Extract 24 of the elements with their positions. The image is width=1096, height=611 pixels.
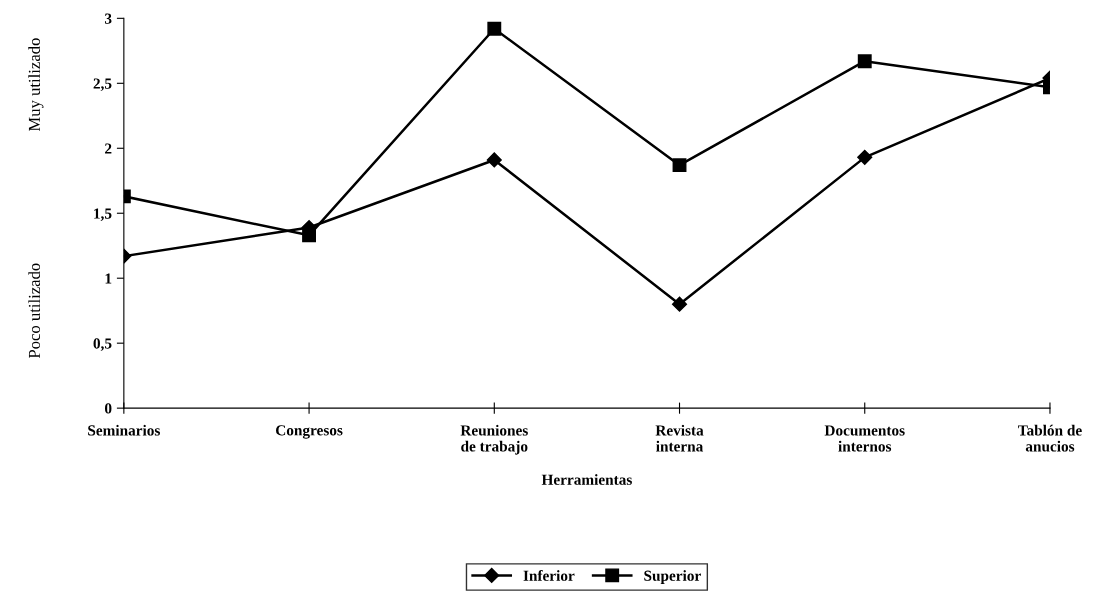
x-tick-label: Documentos internos: [824, 425, 905, 452]
point: [671, 296, 688, 312]
point: [487, 21, 502, 36]
x-tick-label: Seminarios: [88, 424, 160, 436]
y-tick-label: 2,5: [93, 78, 112, 91]
x-tick-label: Reuniones de trabajo: [460, 424, 528, 455]
point: [302, 228, 317, 243]
y-tick-label: 1: [105, 273, 112, 284]
point: [486, 152, 502, 168]
y-tick-label: 0: [104, 403, 112, 414]
x-tick-label: Congresos: [276, 425, 343, 439]
y-tick-label: 1,5: [94, 208, 112, 221]
y-tick-label: 0,5: [93, 338, 112, 351]
x-tick-label: Tablón de anucios: [1018, 424, 1082, 452]
x-axis-title: Herramientas: [541, 474, 632, 485]
text: Poco utilizado: [28, 263, 41, 359]
point: [857, 54, 872, 69]
y-tick-label: 3: [104, 13, 112, 24]
y-tick-label: 2: [105, 143, 112, 154]
legend-label: Superior: [644, 570, 701, 584]
point: [672, 158, 687, 173]
text: Muy utilizado: [28, 38, 44, 132]
x-tick-label: Revista interna: [655, 424, 704, 452]
legend-label: Inferior: [523, 569, 575, 581]
